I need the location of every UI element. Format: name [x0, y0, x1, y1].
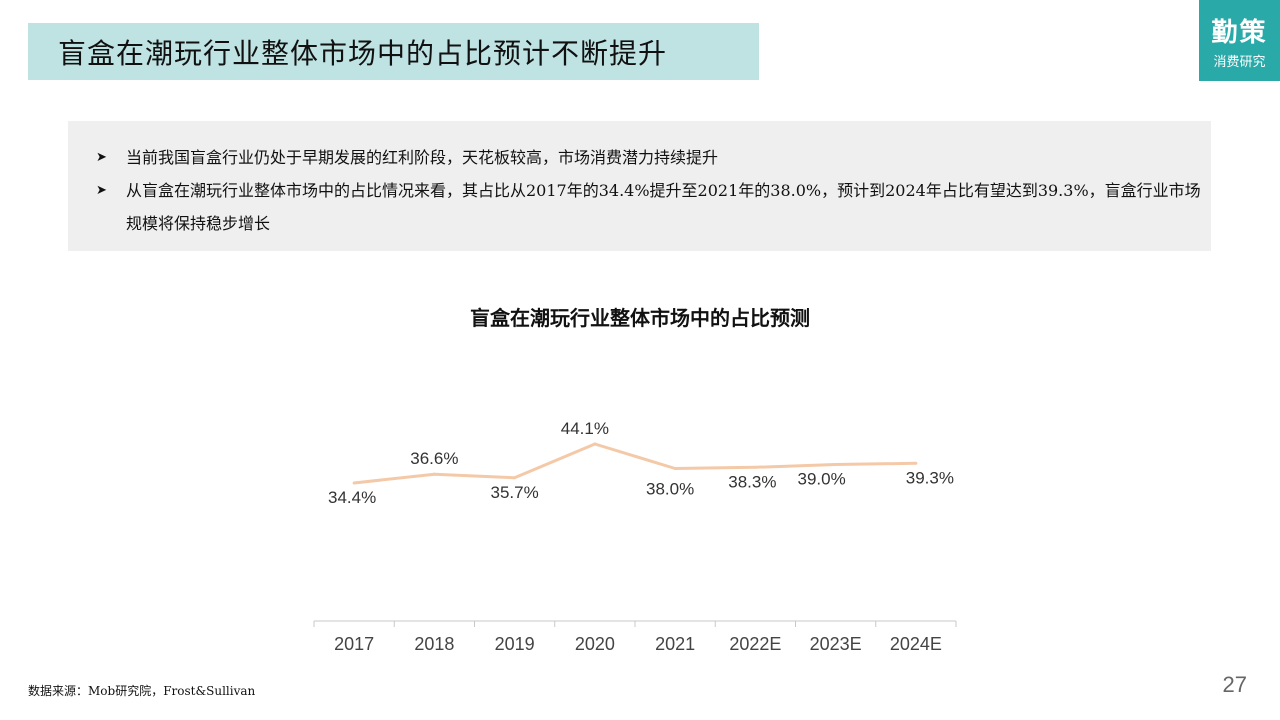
page-number: 27: [1222, 672, 1247, 697]
data-point: [593, 442, 597, 446]
data-label: 36.6%: [410, 449, 458, 468]
x-tick-label: 2022E: [729, 634, 781, 654]
title-banner: 盲盒在潮玩行业整体市场中的占比预计不断提升: [28, 23, 759, 80]
page-title: 盲盒在潮玩行业整体市场中的占比预计不断提升: [58, 36, 668, 70]
chart-title: 盲盒在潮玩行业整体市场中的占比预测: [470, 306, 810, 330]
x-tick-label: 2024E: [890, 634, 942, 654]
data-point: [914, 461, 918, 465]
data-point: [432, 472, 436, 476]
data-label: 35.7%: [491, 483, 539, 502]
data-label: 34.4%: [328, 488, 376, 507]
arrowhead-bullet-icon: ➤: [96, 150, 107, 165]
summary-bullet-text: 从盲盒在潮玩行业整体市场中的占比情况来看，其占比从2017年的34.4%提升至2…: [126, 181, 1201, 233]
x-tick-label: 2018: [414, 634, 454, 654]
x-tick-label: 2023E: [810, 634, 862, 654]
data-point: [753, 465, 757, 469]
data-label: 44.1%: [561, 419, 609, 438]
logo-sub-text: 消费研究: [1213, 54, 1266, 69]
series-line: [353, 442, 916, 485]
data-label: 39.0%: [798, 470, 846, 489]
brand-logo: 勤策 消费研究: [1199, 0, 1280, 81]
data-label: 38.0%: [646, 480, 694, 499]
data-label: 38.3%: [728, 472, 776, 491]
logo-main-text: 勤策: [1211, 18, 1268, 48]
x-tick-label: 2020: [575, 634, 615, 654]
summary-box: ➤ 当前我国盲盒行业仍处于早期发展的红利阶段，天花板较高，市场消费潜力持续提升 …: [68, 121, 1211, 251]
summary-bullet: ➤ 从盲盒在潮玩行业整体市场中的占比情况来看，其占比从2017年的34.4%提升…: [96, 174, 1216, 240]
data-source-note: 数据来源：Mob研究院，Frost&Sullivan: [28, 684, 256, 698]
arrowhead-bullet-icon: ➤: [96, 183, 107, 198]
x-tick-label: 2019: [495, 634, 535, 654]
data-label: 39.3%: [906, 468, 954, 487]
data-point: [513, 476, 517, 480]
summary-bullet-text: 当前我国盲盒行业仍处于早期发展的红利阶段，天花板较高，市场消费潜力持续提升: [126, 148, 719, 167]
data-point: [673, 467, 677, 471]
data-point: [352, 481, 356, 485]
data-point: [834, 463, 838, 467]
summary-bullet: ➤ 当前我国盲盒行业仍处于早期发展的红利阶段，天花板较高，市场消费潜力持续提升: [96, 141, 1216, 174]
x-tick-label: 2017: [334, 634, 374, 654]
x-tick-label: 2021: [655, 634, 695, 654]
